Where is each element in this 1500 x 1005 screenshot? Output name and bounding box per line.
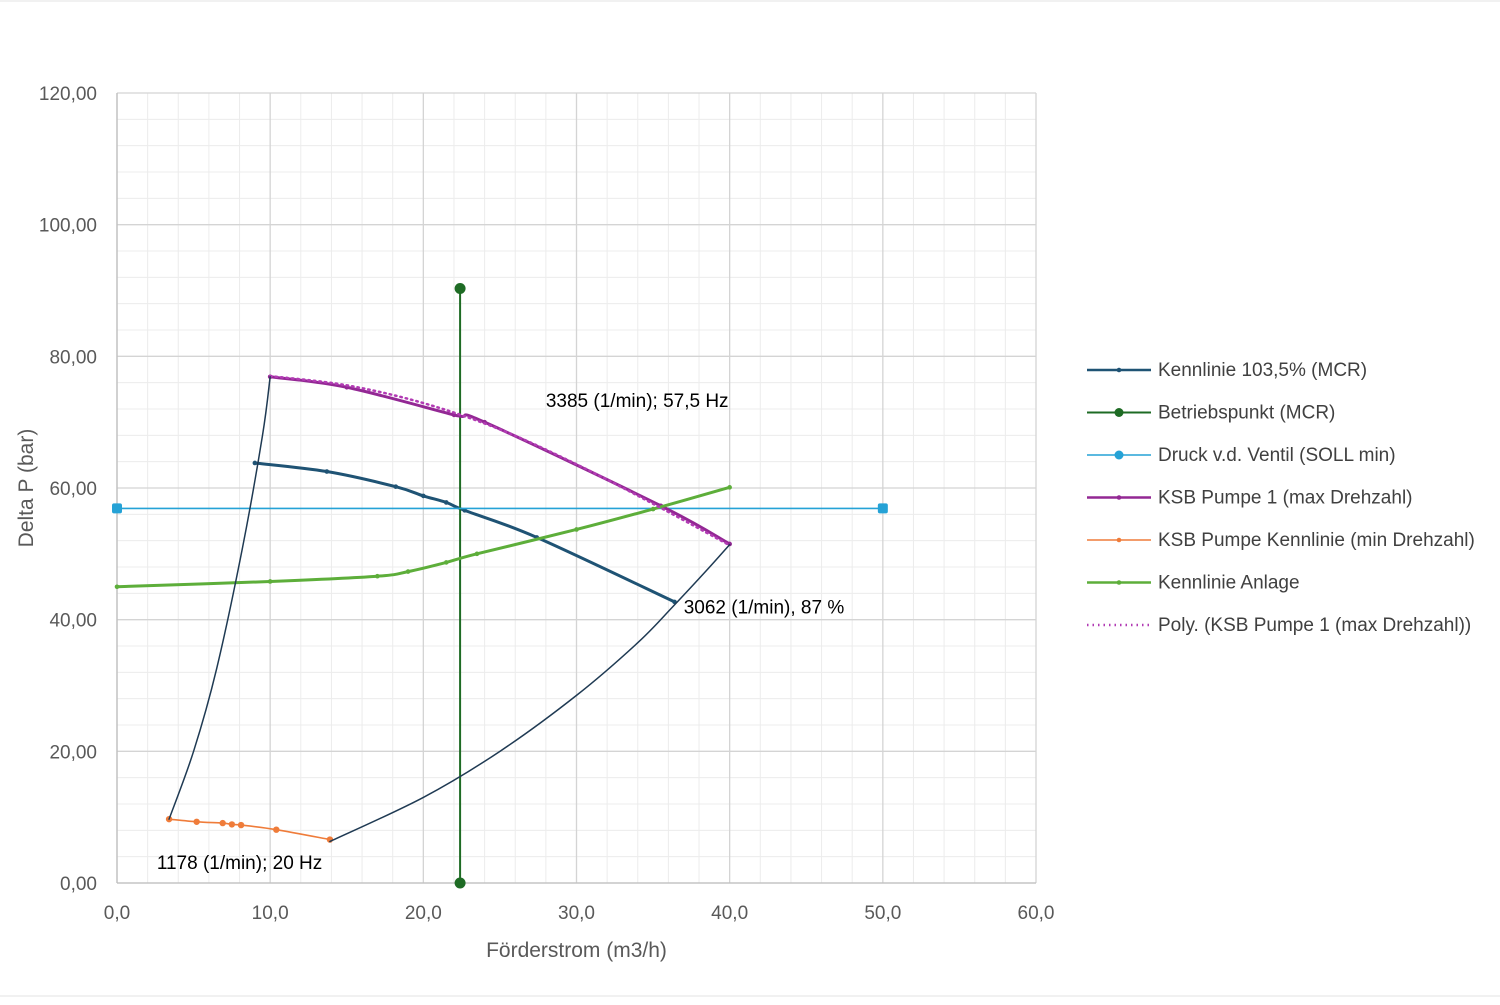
x-tick-label: 50,0 [864, 903, 901, 924]
legend-entry: Kennlinie 103,5% (MCR) [1087, 360, 1367, 381]
y-tick-label: 40,00 [49, 611, 97, 632]
series-8 [168, 375, 271, 820]
legend-label: Kennlinie Anlage [1158, 573, 1300, 594]
legend-entry: Kennlinie Anlage [1087, 573, 1300, 594]
legend-entry: Betriebspunkt (MCR) [1087, 403, 1335, 424]
series-0 [252, 460, 677, 605]
x-tick-label: 0,0 [104, 903, 130, 924]
x-tick-label: 60,0 [1018, 903, 1055, 924]
data-point [405, 569, 411, 574]
legend-entry: KSB Pumpe 1 (max Drehzahl) [1087, 488, 1413, 509]
legend-label: KSB Pumpe 1 (max Drehzahl) [1158, 488, 1413, 509]
data-point [444, 500, 449, 505]
data-point [877, 503, 888, 514]
x-tick-label: 10,0 [252, 903, 289, 924]
data-point [454, 283, 466, 295]
data-point [193, 818, 200, 825]
data-point [228, 821, 236, 828]
data-point [444, 560, 449, 565]
series-line [253, 461, 677, 604]
y-tick-label: 120,00 [39, 84, 97, 105]
series-line [168, 818, 331, 841]
x-tick-label: 40,0 [711, 903, 748, 924]
series-line [329, 543, 731, 843]
legend-label: Kennlinie 103,5% (MCR) [1158, 360, 1367, 381]
axes: 0,0 10,0 20,0 30,0 40,0 50,0 60,0 0,00 20,00 40,0… [15, 84, 1054, 962]
data-annotation: 1178 (1/min); 20 Hz [157, 853, 322, 874]
y-tick-label: 20,00 [49, 742, 97, 763]
legend-marker [1114, 408, 1124, 417]
data-point [650, 506, 656, 512]
legend-marker [1114, 450, 1124, 460]
data-point [462, 508, 467, 513]
series-layer [112, 283, 888, 889]
data-annotation: 3062 (1/min), 87 % [684, 598, 845, 619]
data-point [375, 573, 380, 579]
legend-entry: Druck v.d. Ventil (SOLL min) [1087, 445, 1396, 466]
data-point [237, 821, 245, 829]
series-6 [268, 374, 731, 547]
data-point [421, 493, 426, 499]
legend-entry: KSB Pumpe Kennlinie (min Drehzahl) [1087, 530, 1475, 551]
series-4 [165, 815, 334, 843]
grid [116, 92, 1037, 884]
series-1 [454, 283, 466, 889]
data-point [114, 584, 120, 590]
data-point [112, 503, 122, 514]
data-point [727, 485, 732, 490]
y-tick-label: 0,00 [60, 874, 97, 895]
series-line [268, 374, 731, 547]
data-point [273, 826, 280, 833]
legend-label: KSB Pumpe Kennlinie (min Drehzahl) [1158, 530, 1475, 551]
data-annotation: 3385 (1/min); 57,5 Hz [546, 391, 729, 412]
y-tick-label: 80,00 [49, 347, 97, 368]
y-tick-label: 60,00 [49, 479, 97, 500]
legend-marker [1116, 580, 1122, 585]
data-point [454, 877, 466, 889]
data-point [252, 460, 258, 466]
legend-marker [1116, 367, 1122, 373]
series-5 [114, 485, 732, 590]
data-point [267, 579, 273, 584]
legend: Kennlinie 103,5% (MCR) Betriebspunkt (MCR… [1087, 360, 1475, 636]
y-tick-label: 100,00 [39, 216, 97, 237]
series-line [168, 375, 271, 820]
data-point [474, 551, 480, 557]
legend-label: Poly. (KSB Pumpe 1 (max Drehzahl)) [1158, 615, 1471, 636]
data-point [574, 527, 579, 532]
series-7 [329, 543, 731, 843]
y-axis-title: Delta P (bar) [15, 429, 38, 548]
data-point [393, 484, 399, 489]
legend-entry: Poly. (KSB Pumpe 1 (max Drehzahl)) [1087, 615, 1471, 636]
legend-label: Druck v.d. Ventil (SOLL min) [1158, 445, 1396, 466]
x-tick-label: 30,0 [558, 903, 595, 924]
legend-marker [1116, 537, 1122, 543]
annotations: 3385 (1/min); 57,5 Hz 3062 (1/min), 87 % 1… [157, 391, 845, 874]
data-point [219, 819, 226, 827]
series-2 [112, 503, 888, 514]
x-axis-title: Förderstrom (m3/h) [486, 939, 667, 962]
data-point [324, 469, 330, 474]
legend-label: Betriebspunkt (MCR) [1158, 403, 1335, 424]
legend-marker [1116, 495, 1122, 500]
x-tick-label: 20,0 [405, 903, 442, 924]
